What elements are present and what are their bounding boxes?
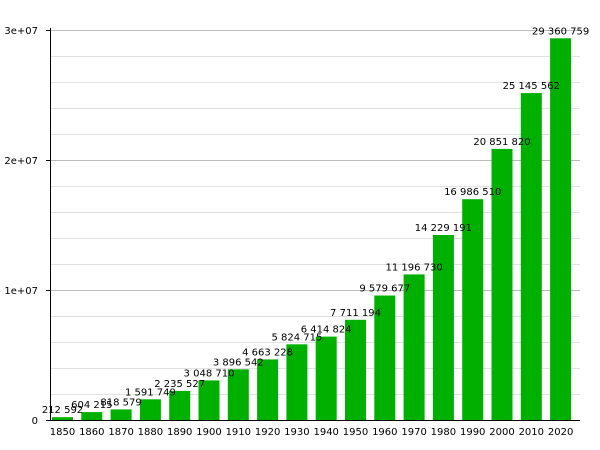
axes — [50, 28, 580, 421]
x-tick-label: 1900 — [196, 427, 221, 438]
bar-1850 — [52, 417, 73, 420]
y-tick-label: 2e+07 — [4, 156, 38, 167]
x-tick-label: 1880 — [138, 427, 163, 438]
x-tick-label: 1860 — [79, 427, 104, 438]
data-label: 11 196 730 — [385, 262, 442, 273]
x-tick-label: 1940 — [313, 427, 338, 438]
x-tick-label: 1890 — [167, 427, 192, 438]
y-tick-label: 1e+07 — [4, 286, 38, 297]
data-label: 212 592 — [42, 405, 83, 416]
bar-2020 — [550, 38, 572, 421]
x-tick-label: 1930 — [284, 427, 309, 438]
bar-1950 — [345, 319, 366, 420]
data-label: 6 414 824 — [301, 325, 352, 336]
x-tick-label: 1950 — [343, 427, 368, 438]
x-tick-label: 1910 — [226, 427, 251, 438]
y-tick-label: 3e+07 — [4, 26, 38, 37]
x-tick-label: 2020 — [548, 427, 573, 438]
x-tick-label: 1970 — [401, 427, 426, 438]
bar-1870 — [110, 409, 132, 420]
x-tick-label: 1920 — [255, 427, 280, 438]
bar-1960 — [374, 295, 396, 420]
x-tick-label: 1870 — [108, 427, 133, 438]
data-label: 1 591 749 — [125, 387, 176, 398]
bar-1860 — [81, 412, 103, 420]
data-label: 25 145 562 — [503, 81, 560, 92]
data-label: 5 824 715 — [271, 332, 322, 343]
bar-1980 — [432, 235, 454, 420]
bar-2000 — [491, 148, 513, 420]
data-label: 16 986 510 — [444, 187, 501, 198]
bar-1970 — [403, 274, 425, 420]
data-label: 818 579 — [100, 397, 141, 408]
bar-1930 — [286, 344, 308, 420]
data-label: 2 235 527 — [154, 379, 205, 390]
x-tick-label: 1990 — [460, 427, 485, 438]
x-tick-label: 1980 — [431, 427, 456, 438]
bar-1990 — [462, 199, 484, 420]
bar-1920 — [257, 359, 279, 420]
x-tick-label: 2000 — [489, 427, 514, 438]
bar-1940 — [315, 336, 337, 420]
data-label: 20 851 820 — [473, 137, 530, 148]
data-label: 9 579 677 — [359, 284, 410, 295]
bar-1880 — [139, 399, 161, 420]
data-label: 7 711 194 — [330, 308, 381, 319]
data-label: 14 229 191 — [415, 223, 472, 234]
bar-1910 — [227, 369, 249, 420]
data-label: 3 048 710 — [184, 368, 235, 379]
bar-1890 — [169, 390, 191, 420]
bar-1900 — [198, 380, 220, 420]
y-tick-label: 0 — [32, 416, 38, 427]
data-label: 4 663 228 — [242, 347, 293, 358]
bar-2010 — [520, 93, 542, 420]
bars — [52, 38, 572, 421]
data-label: 604 215 — [71, 400, 112, 411]
y-axis-ticks: 0 1e+07 2e+07 3e+07 — [4, 26, 50, 427]
x-tick-label: 2010 — [519, 427, 544, 438]
data-label: 3 896 542 — [213, 357, 264, 368]
data-label: 29 360 759 — [532, 26, 589, 37]
x-tick-label: 1960 — [372, 427, 397, 438]
x-axis-ticks: 1850 1860 1870 1880 1890 1900 1910 1920 1930 1940… — [50, 427, 574, 438]
x-tick-label: 1850 — [50, 427, 75, 438]
